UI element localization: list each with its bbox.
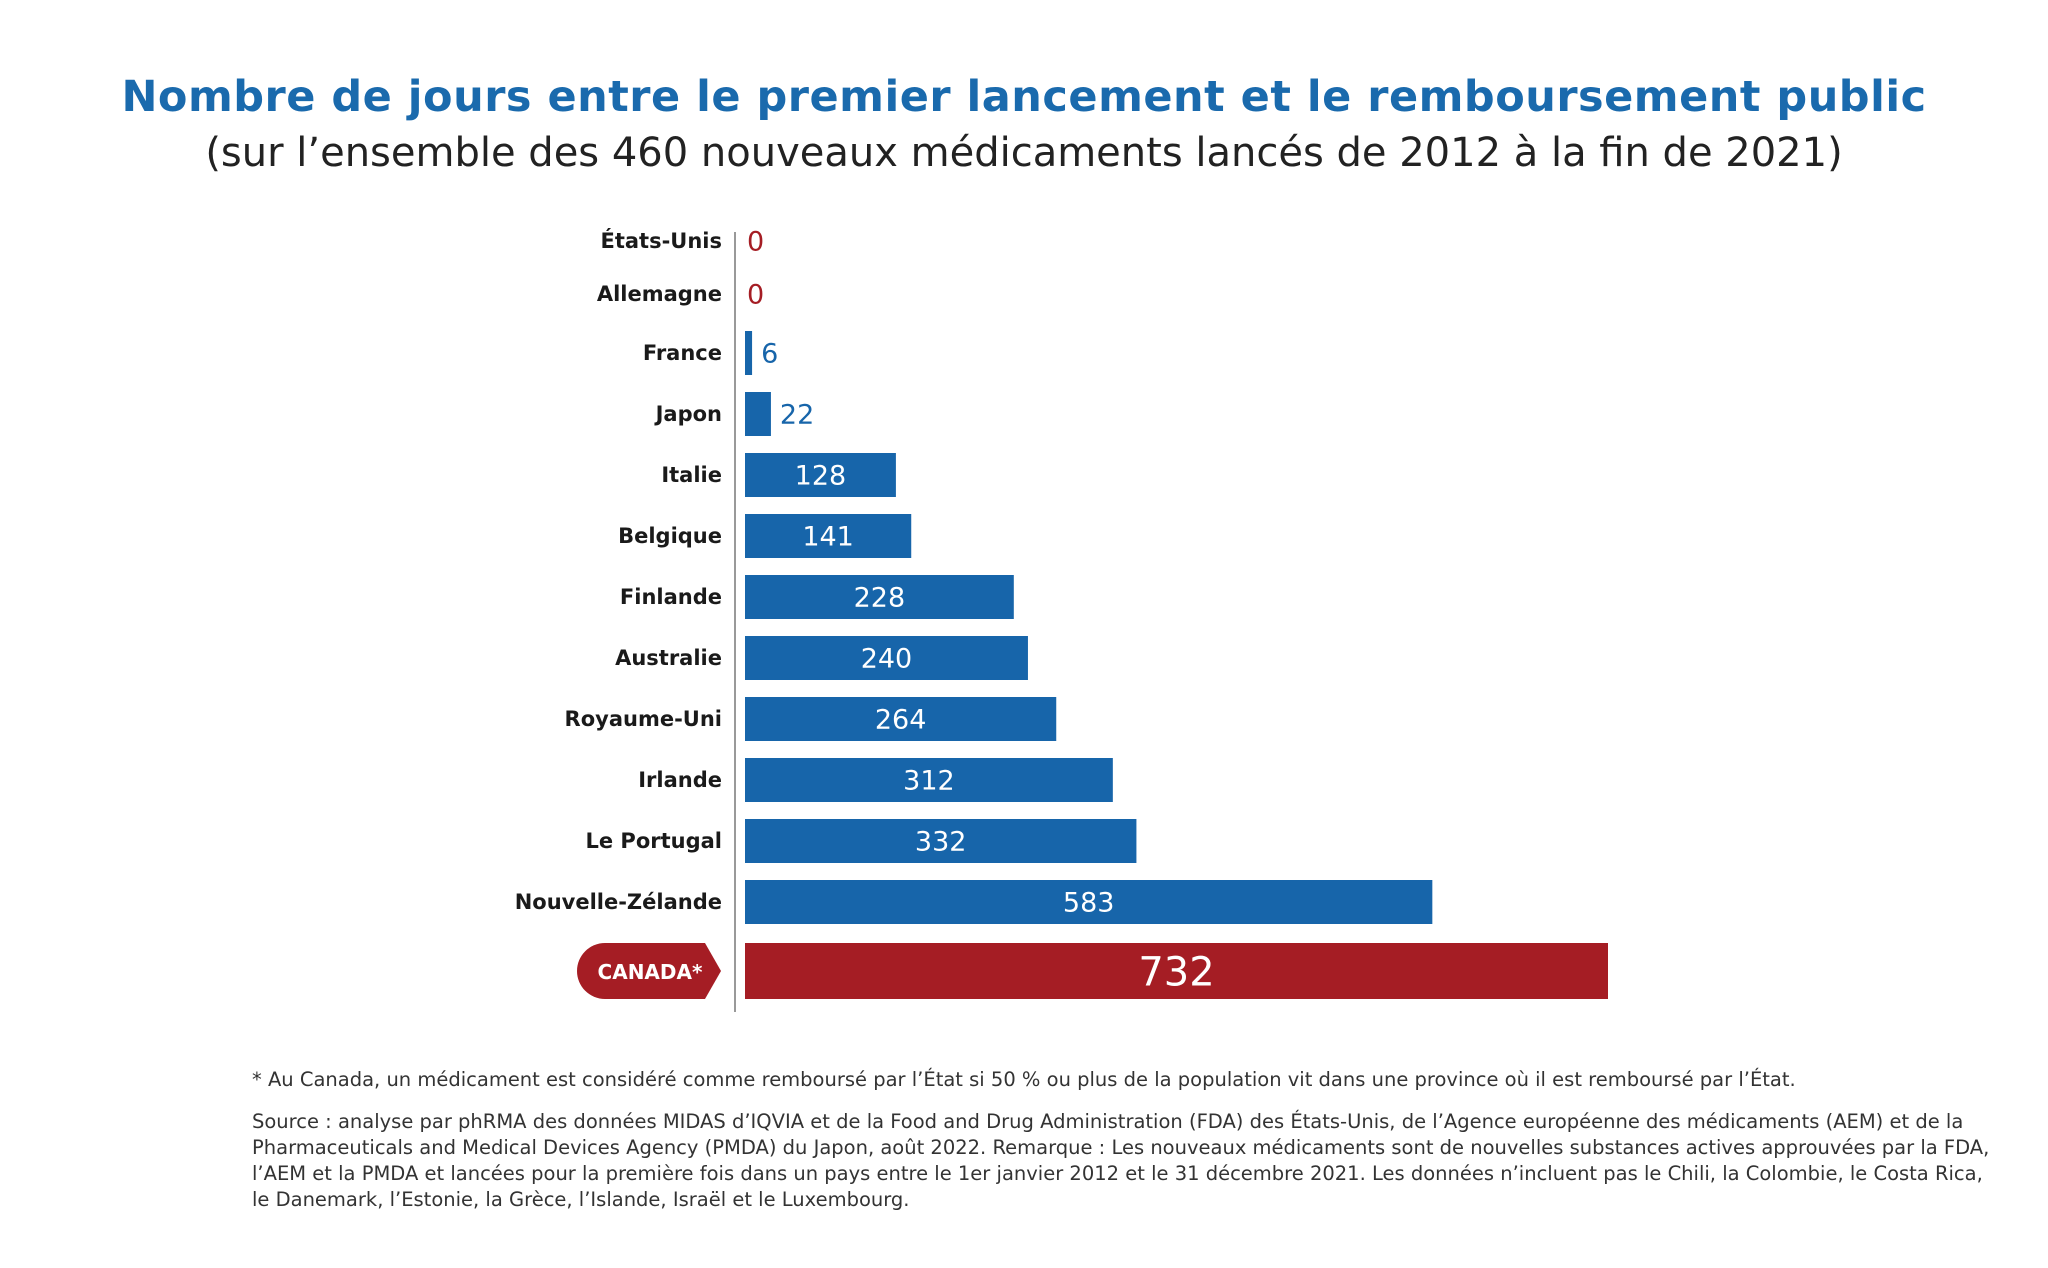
footnote: * Au Canada, un médicament est considéré… (252, 1068, 1796, 1091)
category-label: Allemagne (597, 282, 722, 306)
value-label: 264 (875, 705, 927, 736)
value-label: 312 (903, 766, 955, 797)
category-label: Nouvelle-Zélande (515, 890, 722, 914)
value-label: 228 (854, 583, 906, 614)
value-label: 0 (747, 280, 764, 311)
value-label: 141 (802, 522, 854, 553)
category-label: Le Portugal (586, 829, 723, 853)
bar (745, 331, 753, 375)
chart-subtitle: (sur l’ensemble des 460 nouveaux médicam… (205, 130, 1843, 176)
bar (745, 819, 1137, 863)
category-label: Australie (615, 646, 722, 670)
bar (745, 514, 912, 558)
category-label: Japon (654, 402, 722, 426)
category-label: Belgique (618, 524, 722, 548)
category-label: Royaume-Uni (565, 707, 722, 731)
category-label: Italie (661, 463, 722, 487)
bar (745, 697, 1057, 741)
bar (745, 880, 1433, 924)
category-label: Finlande (620, 585, 722, 609)
bar (745, 636, 1028, 680)
bar (745, 575, 1014, 619)
source-note: Source : analyse par phRMA des données M… (252, 1110, 1990, 1211)
category-label: CANADA* (598, 960, 703, 984)
category-label: États-Unis (600, 228, 722, 253)
value-label: 583 (1063, 888, 1115, 919)
bar (745, 943, 1608, 999)
value-label: 0 (747, 227, 764, 258)
bar-chart: États-Unis 0 Allemagne 0 France 6 Japon 22 Itali… (515, 227, 1608, 1012)
category-label: France (643, 341, 722, 365)
value-label: 6 (761, 339, 778, 370)
value-label: 732 (1138, 949, 1214, 995)
category-label: Irlande (638, 768, 722, 792)
value-label: 128 (795, 461, 847, 492)
value-label: 240 (861, 644, 913, 675)
value-label: 332 (915, 827, 967, 858)
bar (745, 453, 896, 497)
bar (745, 392, 771, 436)
value-label: 22 (780, 400, 814, 431)
chart-title: Nombre de jours entre le premier lanceme… (121, 72, 1927, 122)
highlight-label-badge (577, 943, 721, 999)
bar (745, 758, 1113, 802)
